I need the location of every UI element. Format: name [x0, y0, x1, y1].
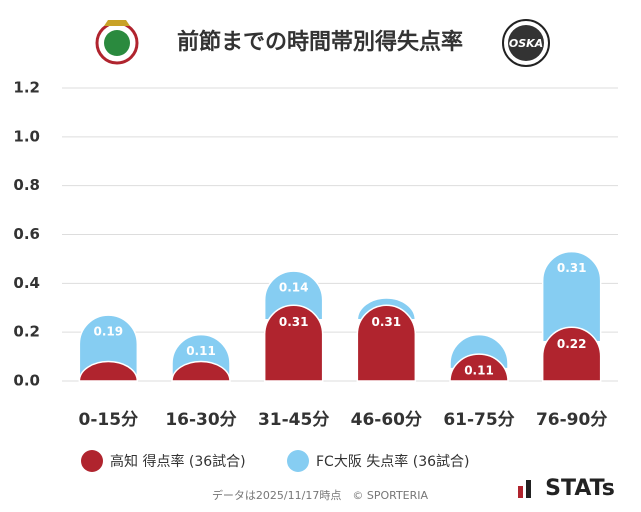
bar-segment [263, 304, 324, 382]
x-tick-label: 31-45分 [258, 410, 329, 430]
bar-segment [541, 326, 602, 382]
data-label: 0.22 [557, 337, 587, 351]
y-tick-label: 0.0 [13, 372, 40, 390]
data-label: 0.11 [186, 344, 216, 358]
y-tick-label: 1.2 [13, 79, 40, 97]
legend-swatch [81, 450, 103, 472]
svg-text:OSKA: OSKA [509, 37, 543, 50]
footer: データは2025/11/17時点 © SPORTERIA [212, 488, 429, 502]
brand-mark [526, 480, 531, 498]
bar-segment [78, 360, 139, 382]
legend-label: FC大阪 失点率 (36試合) [316, 453, 469, 470]
y-tick-label: 1.0 [13, 127, 40, 145]
data-label: 0.31 [279, 315, 309, 329]
data-label: 0.31 [557, 261, 587, 275]
x-tick-label: 16-30分 [165, 410, 236, 430]
x-tick-label: 61-75分 [443, 410, 514, 430]
bar-segment [356, 304, 417, 382]
x-tick-label: 76-90分 [536, 410, 607, 430]
x-tick-label: 46-60分 [351, 410, 422, 430]
x-tick-label: 0-15分 [79, 410, 139, 430]
chart-title: 前節までの時間帯別得失点率 [177, 29, 463, 55]
bar-segment [171, 360, 231, 382]
y-tick-label: 0.8 [13, 176, 40, 194]
brand-mark [518, 486, 523, 498]
away-logo: OSKA [502, 19, 550, 67]
legend-label: 高知 得点率 (36試合) [110, 453, 246, 470]
data-label: 0.19 [94, 325, 124, 339]
home-logo [95, 20, 139, 65]
bar-segment [541, 250, 602, 343]
y-tick-label: 0.4 [13, 274, 40, 292]
data-label: 0.31 [372, 315, 402, 329]
data-label: 0.14 [279, 281, 309, 295]
bar-segment [78, 314, 139, 377]
bar-segment [263, 270, 324, 321]
y-tick-label: 0.6 [13, 225, 40, 243]
y-tick-label: 0.2 [13, 323, 40, 341]
data-label: 0.11 [464, 364, 494, 378]
bar-segment [449, 353, 509, 382]
legend-swatch [287, 450, 309, 472]
brand: STATs [545, 476, 615, 501]
